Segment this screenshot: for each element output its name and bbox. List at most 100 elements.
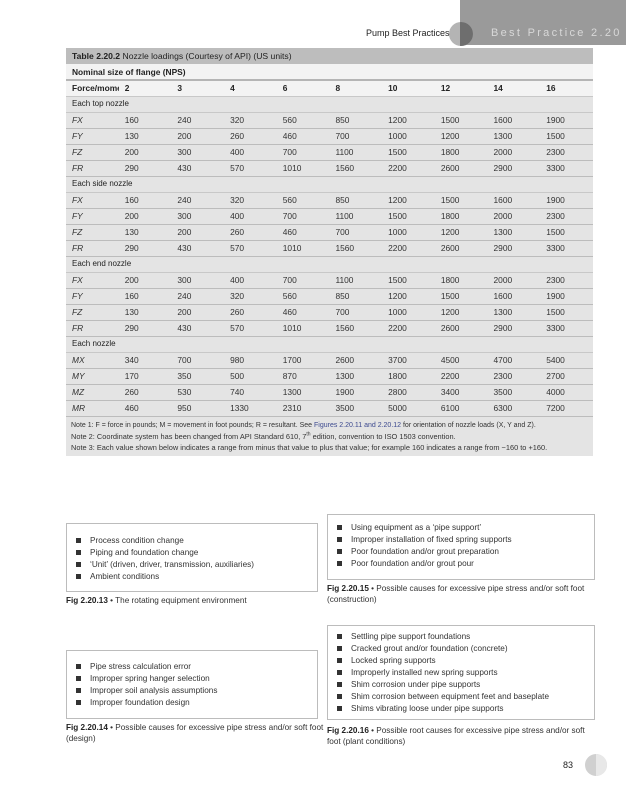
table-cell: 1900 bbox=[540, 112, 593, 129]
column-header: 4 bbox=[224, 80, 277, 97]
row-label: FZ bbox=[66, 224, 119, 241]
table-cell: 570 bbox=[224, 240, 277, 257]
table-cell: 2600 bbox=[434, 320, 488, 337]
table-row: FY 130 200 260 460 700 1000 1200 1300 1500 bbox=[66, 128, 593, 145]
table-cell: 1200 bbox=[434, 128, 488, 145]
table-cell: 560 bbox=[276, 192, 330, 209]
table-cell: 1300 bbox=[329, 368, 383, 385]
table-cell: 1600 bbox=[487, 288, 541, 305]
bullet-item: Improper soil analysis assumptions bbox=[76, 685, 317, 697]
table-cell: 700 bbox=[329, 224, 383, 241]
table-cell: 570 bbox=[224, 320, 277, 337]
table-notes: Note 1: F = force in pounds; M = movemen… bbox=[66, 416, 593, 456]
table-cell: 320 bbox=[224, 192, 277, 209]
table-cell: 240 bbox=[171, 192, 225, 209]
table-cell: 1500 bbox=[540, 128, 593, 145]
column-header: 3 bbox=[171, 80, 225, 97]
table-cell: 300 bbox=[171, 208, 225, 225]
table-row: FR 290 430 570 1010 1560 2200 2600 2900 3300 bbox=[66, 160, 593, 177]
table-cell: 870 bbox=[276, 368, 330, 385]
table-cell: 290 bbox=[118, 320, 172, 337]
column-header: 6 bbox=[276, 80, 330, 97]
row-label: MY bbox=[66, 368, 119, 385]
table-cell: 1300 bbox=[487, 304, 541, 321]
table-cell: 3300 bbox=[540, 320, 593, 337]
figures-link[interactable]: Figures 2.20.11 and 2.20.12 bbox=[314, 421, 402, 429]
fig-2-20-15-box: Using equipment as a ‘pipe support’ Impro… bbox=[327, 514, 595, 580]
table-cell: 1500 bbox=[382, 272, 435, 289]
table-cell: 3400 bbox=[434, 384, 488, 401]
table-cell: 300 bbox=[171, 144, 225, 161]
nps-label: Nominal size of flange (NPS) bbox=[66, 64, 593, 81]
table-row: FR 290 430 570 1010 1560 2200 2600 2900 3300 bbox=[66, 240, 593, 257]
bullet-item: Shim corrosion between equipment feet an… bbox=[337, 691, 594, 703]
table-cell: 200 bbox=[118, 272, 172, 289]
table-cell: 320 bbox=[224, 288, 277, 305]
table-cell: 6300 bbox=[487, 400, 541, 417]
table-cell: 1010 bbox=[276, 320, 330, 337]
table-cell: 560 bbox=[276, 288, 330, 305]
fig-2-20-14-caption: Fig 2.20.14 • Possible causes for excess… bbox=[66, 723, 324, 743]
table-cell: 130 bbox=[118, 128, 172, 145]
table-cell: 1100 bbox=[329, 208, 383, 225]
table-cell: 160 bbox=[118, 192, 172, 209]
table-cell: 1500 bbox=[382, 208, 435, 225]
table-cell: 2600 bbox=[329, 352, 383, 369]
table-cell: 530 bbox=[171, 384, 225, 401]
table-cell: 1800 bbox=[434, 144, 488, 161]
table-cell: 130 bbox=[118, 304, 172, 321]
table-cell: 200 bbox=[171, 224, 225, 241]
table-cell: 700 bbox=[276, 144, 330, 161]
table-row: FZ 200 300 400 700 1100 1500 1800 2000 2300 bbox=[66, 144, 593, 161]
table-cell: 1500 bbox=[382, 144, 435, 161]
table-cell: 4500 bbox=[434, 352, 488, 369]
table-row: FZ 130 200 260 460 700 1000 1200 1300 1500 bbox=[66, 224, 593, 241]
table-cell: 2310 bbox=[276, 400, 330, 417]
table-cell: 2600 bbox=[434, 160, 488, 177]
table-cell: 1330 bbox=[224, 400, 277, 417]
table-row: MZ 260 530 740 1300 1900 2800 3400 3500 4000 bbox=[66, 384, 593, 401]
table-cell: 430 bbox=[171, 240, 225, 257]
table-cell: 200 bbox=[171, 128, 225, 145]
row-label: FR bbox=[66, 240, 119, 257]
table-cell: 1500 bbox=[434, 192, 488, 209]
table-row: MR 460 950 1330 2310 3500 5000 6100 6300 7200 bbox=[66, 400, 593, 417]
table-cell: 1800 bbox=[434, 208, 488, 225]
table-cell: 200 bbox=[118, 208, 172, 225]
table-cell: 700 bbox=[329, 304, 383, 321]
note-1: Note 1: F = force in pounds; M = movemen… bbox=[71, 421, 536, 429]
table-cell: 320 bbox=[224, 112, 277, 129]
column-header: 2 bbox=[118, 80, 172, 97]
bullet-item: Improperly installed new spring supports bbox=[337, 667, 594, 679]
column-header: Force/moment bbox=[66, 80, 119, 97]
fig-2-20-13-box: Process condition change Piping and found… bbox=[66, 523, 318, 592]
table-cell: 2300 bbox=[540, 272, 593, 289]
table-cell: 430 bbox=[171, 160, 225, 177]
table-cell: 2200 bbox=[382, 160, 435, 177]
table-cell: 5000 bbox=[382, 400, 435, 417]
bullet-item: Locked spring supports bbox=[337, 655, 594, 667]
row-label: FZ bbox=[66, 304, 119, 321]
table-cell: 1300 bbox=[487, 224, 541, 241]
bullet-item: Poor foundation and/or grout pour bbox=[337, 558, 594, 570]
table-cell: 700 bbox=[276, 208, 330, 225]
table-cell: 1500 bbox=[434, 112, 488, 129]
row-label: FX bbox=[66, 112, 119, 129]
row-label: FX bbox=[66, 272, 119, 289]
row-label: MX bbox=[66, 352, 119, 369]
table-cell: 1800 bbox=[434, 272, 488, 289]
row-label: MR bbox=[66, 400, 119, 417]
table-cell: 340 bbox=[118, 352, 172, 369]
table-cell: 1900 bbox=[540, 288, 593, 305]
table-cell: 1200 bbox=[434, 224, 488, 241]
table-cell: 1300 bbox=[487, 128, 541, 145]
table-cell: 1900 bbox=[540, 192, 593, 209]
table-cell: 170 bbox=[118, 368, 172, 385]
table-cell: 570 bbox=[224, 160, 277, 177]
table-cell: 1800 bbox=[382, 368, 435, 385]
row-label: MZ bbox=[66, 384, 119, 401]
table-cell: 290 bbox=[118, 240, 172, 257]
table-cell: 850 bbox=[329, 112, 383, 129]
table-cell: 460 bbox=[276, 304, 330, 321]
table-cell: 160 bbox=[118, 112, 172, 129]
